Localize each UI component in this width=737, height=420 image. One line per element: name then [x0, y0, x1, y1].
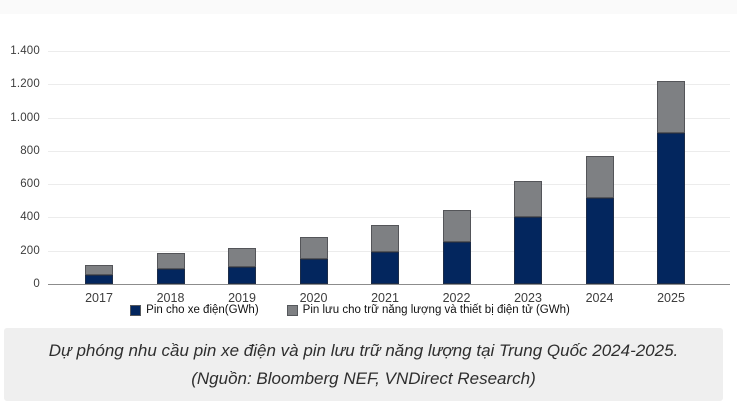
legend-label-storage-battery: Pin lưu cho trữ năng lượng và thiết bị đ… [302, 304, 570, 316]
caption-line1: Dự phóng nhu cầu pin xe điện và pin lưu … [48, 341, 679, 360]
gridline [48, 217, 730, 218]
bar-segment-ev-2020 [299, 259, 328, 284]
x-axis-tick-label: 2020 [299, 291, 328, 305]
x-axis-tick-label: 2024 [585, 291, 614, 305]
x-axis-tick-label: 2019 [228, 291, 256, 305]
y-axis-tick-label: 0 [33, 278, 40, 290]
y-axis-tick-label: 1.000 [10, 112, 40, 124]
bar-segment-ev-2021 [371, 251, 399, 284]
bar-segment-storage-2021 [371, 224, 399, 252]
bar-segment-storage-2022 [442, 209, 471, 242]
page-top-strip [0, 0, 737, 15]
bar-segment-storage-2018 [156, 253, 185, 269]
legend-item-storage-battery: Pin lưu cho trữ năng lượng và thiết bị đ… [286, 304, 570, 316]
bar-segment-ev-2025 [657, 132, 685, 284]
x-axis-tick-label: 2023 [514, 291, 542, 305]
bar-segment-ev-2017 [85, 274, 113, 284]
gridline [48, 84, 730, 85]
bar-segment-storage-2025 [657, 80, 685, 133]
legend-swatch-storage-battery [286, 304, 298, 316]
bar-segment-ev-2023 [514, 217, 542, 284]
chart-legend: Pin cho xe điện(GWh) Pin lưu cho trữ năn… [0, 302, 700, 318]
y-axis-tick-label: 1.400 [10, 45, 40, 57]
bar-segment-ev-2024 [585, 198, 614, 284]
y-axis-tick-label: 400 [20, 211, 40, 223]
bar-segment-storage-2020 [299, 237, 328, 260]
bar-segment-ev-2022 [442, 241, 471, 284]
x-axis-tick-label: 2021 [371, 291, 399, 305]
chart-figure: 0 200 400 600 800 1.000 1.200 1.400 2017 2018 2019… [0, 14, 737, 324]
gridline [48, 151, 730, 152]
y-axis-tick-label: 800 [20, 145, 40, 157]
x-axis-tick-label: 2017 [85, 291, 113, 305]
y-axis-tick-label: 600 [20, 178, 40, 190]
bar-segment-ev-2018 [156, 269, 185, 284]
x-axis-line [48, 284, 730, 285]
legend-label-ev-battery: Pin cho xe điện(GWh) [146, 304, 259, 316]
bar-segment-ev-2019 [228, 266, 256, 284]
caption-line2: (Nguồn: Bloomberg NEF, VNDirect Research… [191, 369, 536, 388]
x-axis-tick-label: 2022 [442, 291, 471, 305]
gridline [48, 118, 730, 119]
figure-caption: Dự phóng nhu cầu pin xe điện và pin lưu … [4, 328, 723, 401]
stacked-bar-chart: 0 200 400 600 800 1.000 1.200 1.400 2017 2018 2019… [0, 14, 737, 314]
bar-segment-storage-2019 [228, 248, 256, 267]
legend-swatch-ev-battery [130, 304, 142, 316]
legend-item-ev-battery: Pin cho xe điện(GWh) [130, 304, 259, 316]
bar-segment-storage-2024 [585, 155, 614, 199]
x-axis-tick-label: 2018 [156, 291, 185, 305]
y-axis-tick-label: 1.200 [10, 78, 40, 90]
bar-segment-storage-2017 [85, 264, 113, 275]
gridline [48, 51, 730, 52]
bar-segment-storage-2023 [514, 180, 542, 218]
gridline [48, 184, 730, 185]
x-axis-tick-label: 2025 [657, 291, 685, 305]
y-axis-tick-label: 200 [20, 245, 40, 257]
